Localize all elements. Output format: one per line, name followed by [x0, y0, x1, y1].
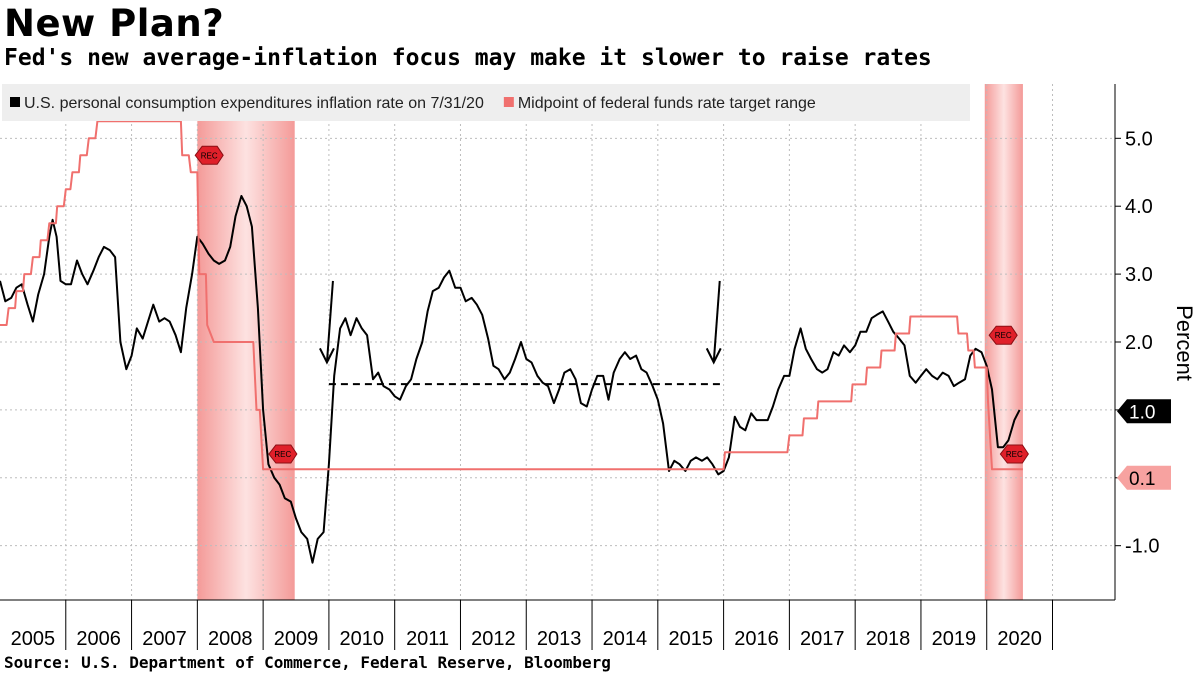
x-tick-label-6: 2011 [406, 628, 449, 650]
legend-swatch-0 [10, 97, 20, 107]
x-tick-label-10: 2015 [668, 628, 713, 650]
recession-marker-3 [999, 444, 1029, 464]
y-tick-label-3: 2.0 [1125, 332, 1153, 354]
last-value-tag-0 [1117, 399, 1171, 424]
legend-swatch-1 [503, 97, 514, 107]
recession-marker-2 [988, 325, 1018, 345]
annotations: REC REC REC REC [194, 145, 1029, 464]
annotation-arrow-0 [325, 280, 334, 363]
recession-marker-label-3: REC [1006, 450, 1023, 459]
recession-marker-1 [268, 444, 298, 464]
annotation-arrowhead-1 [705, 347, 722, 365]
x-tick-label-15: 2020 [997, 628, 1042, 650]
recession-marker-label-0: REC [201, 151, 218, 160]
x-tick-label-2: 2007 [142, 628, 187, 650]
legend: U.S. personal consumption expenditures i… [2, 84, 970, 121]
recession-marker-label-2: REC [995, 331, 1012, 340]
x-tick-label-9: 2014 [603, 628, 648, 650]
chart-title: New Plan? [4, 2, 225, 45]
recession-marker-label-1: REC [274, 450, 291, 459]
x-tick-label-3: 2008 [208, 628, 253, 650]
x-tick-label-7: 2012 [471, 628, 516, 650]
y-tick-label-1: 4.0 [1125, 196, 1153, 218]
last-value-tag-1 [1117, 465, 1171, 490]
recession-marker-0 [194, 145, 224, 165]
x-tick-label-0: 2005 [11, 628, 56, 650]
y-tick-label-2: 3.0 [1125, 264, 1153, 286]
x-tick-label-11: 2016 [734, 628, 779, 650]
x-tick-label-12: 2017 [800, 628, 845, 650]
annotation-arrow-1 [712, 280, 721, 363]
legend-label-1: Midpoint of federal funds rate target ra… [518, 95, 816, 112]
x-axis: 2005 2006 2007 2008 2009 2010 2011 2012 2013 2014… [0, 599, 1115, 650]
source-note: Source: U.S. Department of Commerce, Fed… [4, 653, 611, 672]
last-value-label-0: 1.0 [1129, 402, 1155, 423]
x-tick-label-13: 2018 [866, 628, 911, 650]
last-value-label-1: 0.1 [1129, 469, 1155, 490]
chart-subtitle: Fed's new average-inflation focus may ma… [4, 45, 932, 71]
y-tick-label-0: 5.0 [1125, 128, 1153, 150]
x-tick-label-4: 2009 [274, 628, 319, 650]
x-tick-label-1: 2006 [76, 628, 121, 650]
gridlines [0, 84, 1115, 600]
series-lines [0, 120, 1023, 564]
legend-label-0: U.S. personal consumption expenditures i… [24, 95, 484, 112]
y-tick-label-6: -1.0 [1125, 536, 1159, 558]
y-axis: 5.04.03.02.01.00.0-1.01.00.1 [1114, 84, 1171, 600]
x-tick-label-14: 2019 [932, 628, 977, 650]
legend-box [2, 84, 970, 121]
annotation-arrowhead-0 [319, 347, 335, 365]
y-axis-label: Percent [1172, 305, 1197, 381]
series-line-1 [0, 120, 1023, 471]
x-tick-label-8: 2013 [537, 628, 582, 650]
x-tick-label-5: 2010 [340, 628, 385, 650]
series-line-0 [0, 195, 1021, 564]
